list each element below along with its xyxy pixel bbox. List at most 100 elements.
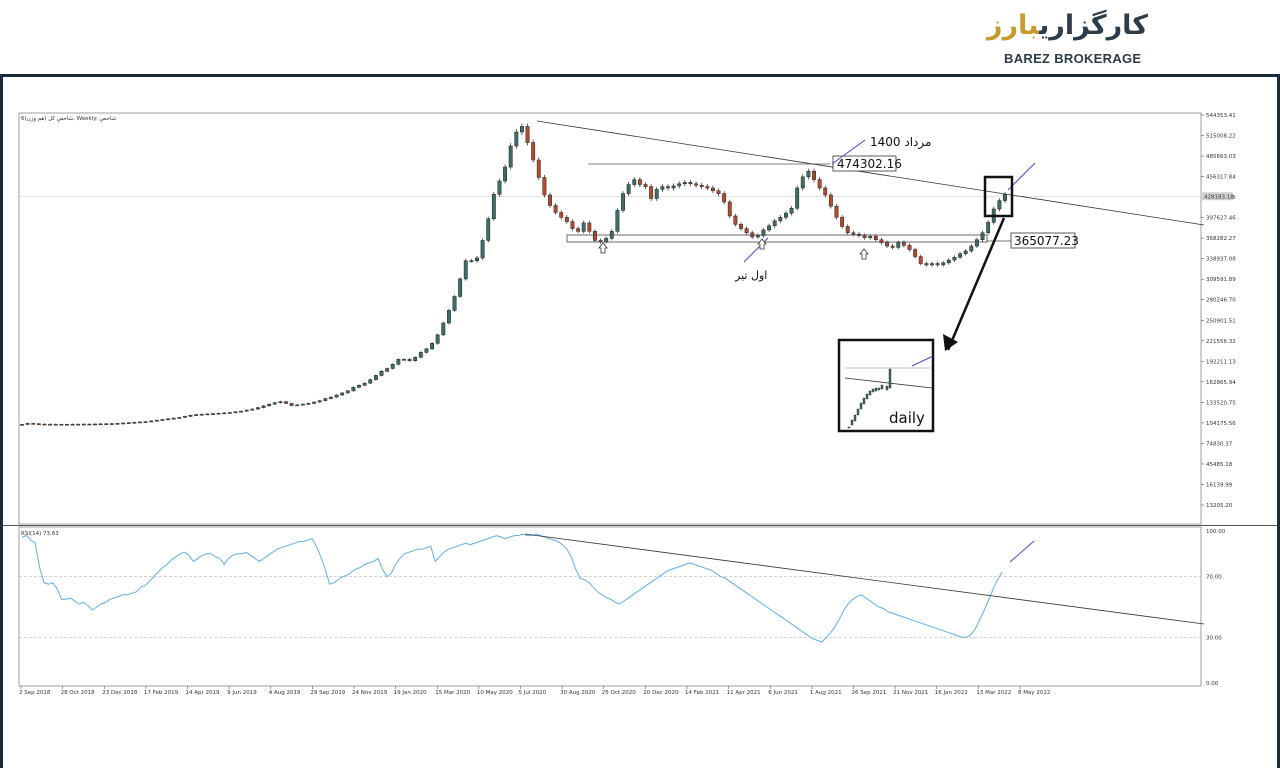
- mordad-arrow: [831, 139, 866, 165]
- candle-body: [722, 193, 727, 203]
- candle-body: [121, 422, 126, 425]
- candle-body: [25, 423, 30, 425]
- inset-candle: [865, 393, 869, 400]
- candle-body: [31, 423, 36, 425]
- candle-body: [357, 384, 361, 388]
- candle-body: [845, 226, 850, 234]
- daily-inset: daily: [837, 338, 935, 433]
- candle-body: [660, 186, 665, 190]
- candle-body: [531, 142, 536, 161]
- candle-body: [323, 398, 328, 401]
- candle-body: [800, 176, 805, 189]
- candle-body: [637, 179, 642, 185]
- y-tick-label: 74830.37: [1206, 441, 1233, 447]
- candle-body: [486, 218, 491, 241]
- candle-body: [295, 404, 300, 407]
- candle-body: [70, 423, 75, 426]
- candle-body: [980, 232, 985, 241]
- candle-body: [435, 334, 440, 344]
- callout-arrow-shaft: [946, 217, 1006, 351]
- candle-body: [76, 423, 81, 426]
- candle-body: [879, 239, 884, 243]
- candle-body: [851, 232, 856, 235]
- candle-body: [413, 357, 418, 362]
- candle-body: [177, 417, 182, 419]
- candle-body: [761, 229, 766, 236]
- candle-body: [166, 418, 170, 421]
- candle-body: [772, 220, 777, 227]
- candle-body: [834, 205, 839, 218]
- candle-body: [694, 183, 698, 186]
- y-tick-label: 515008.22: [1206, 134, 1236, 140]
- candle-body: [581, 222, 586, 232]
- rsi-y-tick-label: 100.00: [1206, 529, 1226, 535]
- rsi-downtrend-line: [524, 533, 1205, 625]
- candle-body: [20, 424, 24, 426]
- candle-body: [205, 413, 210, 416]
- y-tick-label: 485663.03: [1206, 154, 1236, 160]
- candle-body: [222, 412, 227, 415]
- candle-body: [300, 403, 305, 406]
- y-tick-label: 104175.56: [1206, 421, 1236, 427]
- candle-body: [379, 371, 384, 376]
- candle-body: [570, 221, 575, 229]
- candle-body: [362, 382, 367, 386]
- candle-body: [53, 423, 58, 426]
- y-tick-label: 16139.99: [1206, 482, 1233, 488]
- candle-body: [272, 402, 277, 405]
- candle-body: [463, 260, 468, 280]
- candle-body: [840, 217, 845, 227]
- candle-body: [649, 186, 654, 199]
- candle-body: [666, 186, 670, 189]
- candle-body: [160, 419, 165, 421]
- candle-body: [823, 187, 828, 196]
- inset-candle: [862, 397, 866, 405]
- candle-body: [452, 296, 457, 311]
- candle-body: [654, 189, 659, 199]
- candle-body: [233, 411, 238, 414]
- rsi-panel-header: RSI(14) 73.63: [21, 531, 59, 537]
- inset-trendline: [844, 377, 933, 389]
- chart-canvas: شاخص کل (هم وزن)6, Weekly: شاخص 544353.41…: [3, 112, 1277, 696]
- candle-body: [98, 423, 103, 426]
- candle-body: [1003, 194, 1007, 201]
- avval-tir-label: اول تیر: [734, 269, 767, 282]
- candle-body: [42, 423, 47, 426]
- inset-candle: [880, 384, 884, 390]
- candle-body: [199, 414, 204, 416]
- x-tick-label: 6 Jun 2021: [768, 690, 798, 696]
- candle-body: [783, 212, 788, 218]
- current-price-box: [1201, 192, 1233, 201]
- candle-body: [138, 421, 142, 424]
- candle-body: [974, 239, 979, 247]
- candle-body: [924, 263, 929, 266]
- candle-body: [710, 187, 715, 192]
- x-tick-label: 24 Nov 2019: [352, 690, 388, 696]
- candle-body: [216, 412, 221, 415]
- inset-arrow: [911, 355, 934, 367]
- x-tick-label: 26 Sep 2021: [852, 690, 887, 696]
- candle-body: [941, 262, 946, 266]
- candle-body: [87, 423, 92, 426]
- candle-body: [469, 260, 474, 262]
- candle-body: [918, 256, 923, 264]
- mordad-label: مرداد 1400: [870, 135, 931, 150]
- logo-english: BAREZ BROKERAGE: [1004, 51, 1142, 66]
- candle-body: [109, 423, 114, 425]
- candle-body: [312, 401, 317, 404]
- candle-body: [952, 256, 957, 261]
- x-tick-label: 20 Dec 2020: [643, 690, 679, 696]
- candle-body: [340, 392, 345, 396]
- candle-body: [688, 182, 693, 185]
- candle-body: [576, 228, 581, 232]
- candle-body: [59, 424, 64, 426]
- candle-body: [643, 184, 648, 187]
- candle-body: [267, 403, 272, 407]
- x-tick-label: 17 Feb 2019: [144, 690, 179, 696]
- candle-body: [289, 403, 294, 406]
- candle-body: [368, 379, 373, 384]
- callout-arrowhead: [943, 334, 958, 351]
- candle-body: [564, 217, 569, 222]
- up-arrow-icon: [757, 238, 767, 250]
- barez-logo: کارگزاریبارز BAREZ BROKERAGE: [987, 6, 1170, 66]
